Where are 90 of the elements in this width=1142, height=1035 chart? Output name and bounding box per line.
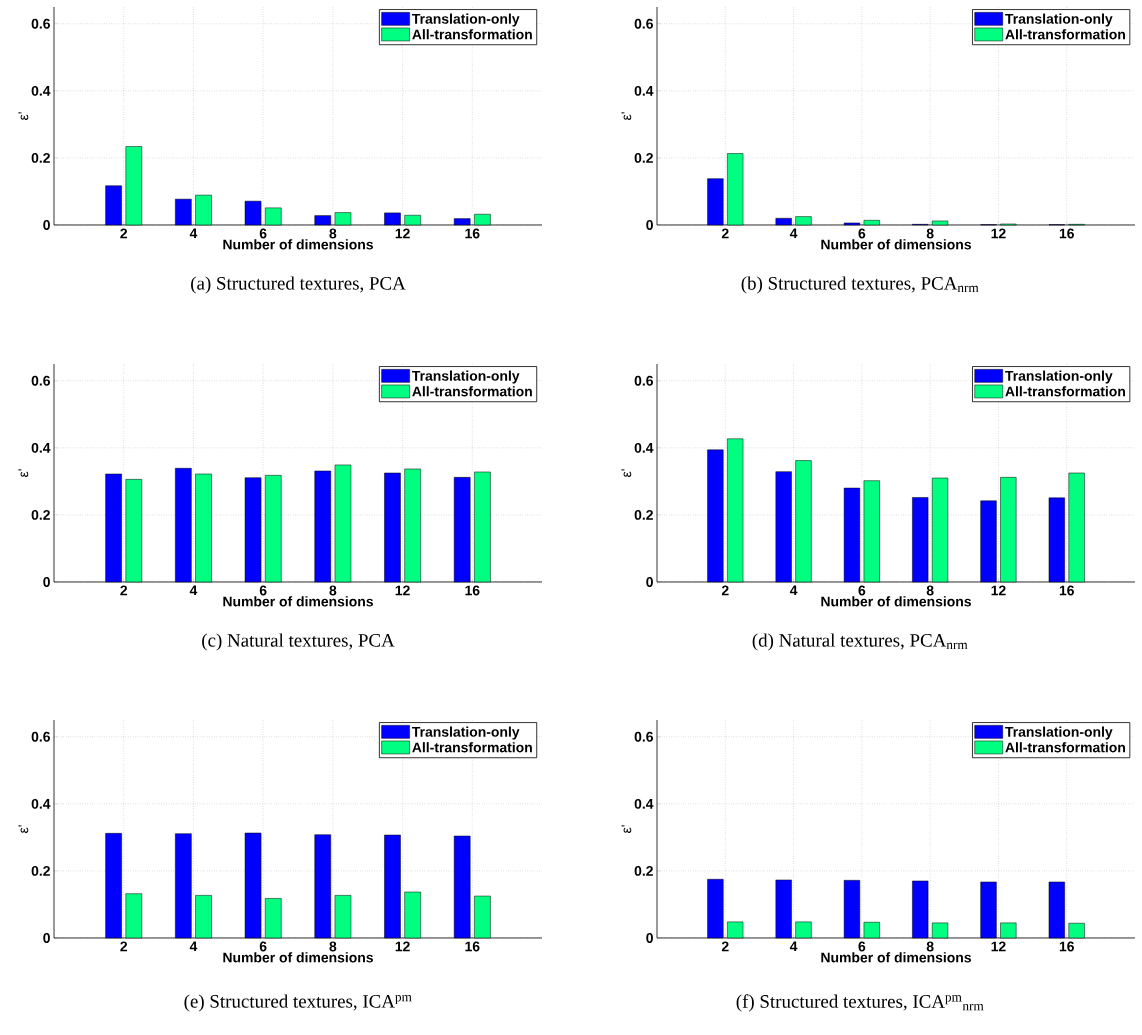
x-tick-label: 16 (465, 585, 480, 596)
text: (e) Structured textures, ICA$^{pm}$ (184, 994, 412, 1012)
legend-label: All-transformation (1005, 742, 1125, 753)
x-tick-label: 12 (991, 941, 1006, 952)
legend-label: All-transformation (412, 742, 532, 753)
x-axis-title: Number of dimensions (223, 952, 373, 963)
x-tick-label: 16 (1059, 585, 1074, 596)
x-tick-label: 6 (259, 228, 267, 239)
x-tick-label: 8 (926, 585, 934, 596)
y-tick-label: 0.4 (634, 85, 654, 96)
x-tick-label: 2 (721, 941, 729, 952)
x-axis-title: Number of dimensions (223, 596, 373, 607)
x-tick-label: 6 (858, 941, 866, 952)
x-axis-title: Number of dimensions (223, 239, 373, 250)
legend-label: Translation-only (412, 726, 520, 740)
y-axis-title: ε' (18, 825, 29, 833)
x-tick-label: 2 (120, 941, 128, 952)
y-tick-label: 0.2 (634, 509, 653, 520)
legend-label: All-transformation (1005, 386, 1125, 397)
x-tick-label: 8 (329, 585, 337, 596)
x-tick-label: 8 (329, 228, 337, 239)
y-tick-label: 0.2 (31, 865, 50, 876)
y-tick-label: 0 (43, 220, 50, 230)
legend-label: Translation-only (1005, 13, 1113, 27)
x-tick-label: 8 (329, 941, 337, 952)
x-axis-title: Number of dimensions (821, 596, 971, 607)
x-tick-label: 6 (858, 585, 866, 596)
y-axis-title: ε' (621, 112, 632, 120)
y-tick-label: 0.4 (31, 798, 51, 809)
x-tick-label: 12 (991, 585, 1006, 596)
y-tick-label: 0.6 (634, 375, 653, 386)
x-tick-label: 16 (1059, 228, 1074, 239)
y-tick-label: 0 (43, 577, 50, 587)
text: (d) Natural textures, PCA$_{nrm}$ (752, 633, 968, 651)
x-tick-label: 2 (120, 585, 128, 596)
x-tick-label: 6 (259, 585, 267, 596)
x-tick-label: 8 (926, 941, 934, 952)
y-tick-label: 0.2 (31, 152, 50, 163)
x-tick-label: 12 (395, 585, 410, 596)
y-tick-label: 0 (43, 933, 50, 943)
x-tick-label: 4 (189, 585, 198, 596)
y-tick-label: 0.4 (634, 798, 654, 809)
x-tick-label: 4 (189, 228, 198, 239)
y-tick-label: 0 (646, 577, 653, 587)
x-tick-label: 4 (189, 941, 198, 952)
y-tick-label: 0.6 (31, 731, 50, 742)
y-tick-label: 0.2 (634, 865, 653, 876)
legend-label: Translation-only (412, 370, 520, 384)
y-tick-label: 0.4 (634, 442, 654, 453)
x-tick-label: 16 (465, 941, 480, 952)
x-tick-label: 6 (259, 941, 267, 952)
legend-label: All-transformation (412, 386, 532, 397)
legend-label: Translation-only (1005, 370, 1113, 384)
x-tick-label: 16 (1059, 941, 1074, 952)
legend-label: Translation-only (412, 13, 520, 27)
y-tick-label: 0.2 (31, 509, 50, 520)
legend-label: All-transformation (1005, 29, 1125, 40)
y-tick-label: 0.6 (31, 18, 50, 29)
y-tick-label: 0.4 (31, 85, 51, 96)
text: (a) Structured textures, PCA (191, 276, 406, 294)
x-tick-label: 4 (789, 941, 798, 952)
x-tick-label: 8 (926, 228, 934, 239)
y-axis-title: ε' (621, 469, 632, 477)
x-axis-title: Number of dimensions (821, 952, 971, 963)
y-tick-label: 0.6 (31, 375, 50, 386)
y-tick-label: 0.2 (634, 152, 653, 163)
y-tick-label: 0 (646, 933, 653, 943)
x-tick-label: 6 (858, 228, 866, 239)
y-tick-label: 0 (646, 220, 653, 230)
x-axis-title: Number of dimensions (821, 239, 971, 250)
y-tick-label: 0.6 (634, 18, 653, 29)
x-tick-label: 2 (120, 228, 128, 239)
y-axis-title: ε' (621, 825, 632, 833)
x-tick-label: 16 (465, 228, 480, 239)
legend-label: All-transformation (412, 29, 532, 40)
x-tick-label: 12 (395, 941, 410, 952)
text: (f) Structured textures, ICA$^{pm}$nrm (736, 994, 984, 1012)
x-tick-label: 2 (721, 585, 729, 596)
y-tick-label: 0.6 (634, 731, 653, 742)
legend-label: Translation-only (1005, 726, 1113, 740)
text: (b) Structured textures, PCA$_{nrm}$ (741, 276, 979, 294)
text: (c) Natural textures, PCA (202, 633, 395, 651)
x-tick-label: 4 (789, 585, 798, 596)
y-axis-title: ε' (18, 469, 29, 477)
x-tick-label: 2 (721, 228, 729, 239)
y-axis-title: ε' (18, 112, 29, 120)
x-tick-label: 4 (789, 228, 798, 239)
y-tick-label: 0.4 (31, 442, 51, 453)
x-tick-label: 12 (991, 228, 1006, 239)
x-tick-label: 12 (395, 228, 410, 239)
